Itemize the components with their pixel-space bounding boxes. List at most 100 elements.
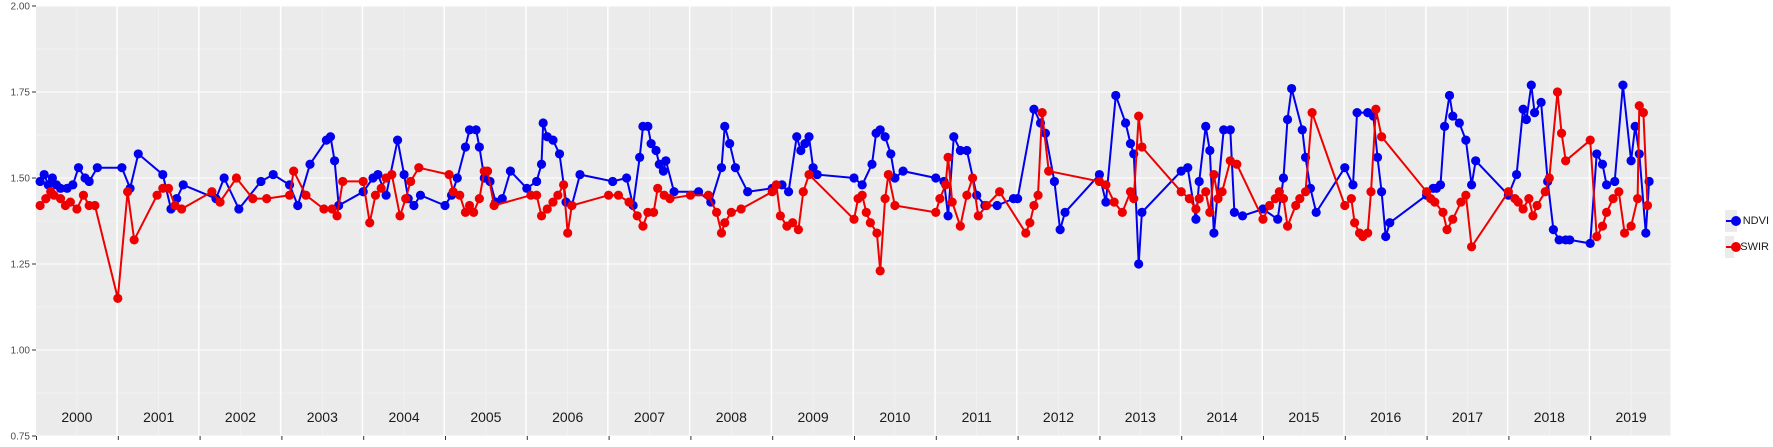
legend-label-ndvi: NDVI	[1742, 215, 1769, 227]
data-point-swir	[624, 197, 634, 207]
data-point-ndvi	[812, 169, 822, 180]
data-point-swir	[207, 187, 217, 197]
legend-line-ndvi	[1726, 220, 1736, 222]
data-point-ndvi	[1630, 121, 1640, 131]
data-point-ndvi	[464, 125, 475, 135]
data-point-swir	[1137, 142, 1147, 152]
data-point-ndvi	[1049, 176, 1060, 187]
data-point-swir	[890, 200, 900, 211]
data-point-ndvi	[1101, 197, 1111, 207]
data-point-ndvi	[621, 173, 632, 183]
facet-label: 2003	[307, 409, 338, 425]
data-point-swir	[1642, 200, 1653, 211]
data-point-swir	[460, 207, 471, 217]
data-point-swir	[401, 194, 411, 204]
facet-label: 2018	[1534, 409, 1565, 425]
data-point-swir	[358, 176, 368, 187]
data-point-swir	[563, 228, 573, 238]
data-point-swir	[548, 197, 558, 207]
data-point-ndvi	[471, 125, 481, 135]
data-point-ndvi	[800, 139, 810, 149]
data-point-swir	[55, 194, 66, 204]
data-point-ndvi	[651, 145, 661, 156]
data-point-swir	[553, 190, 563, 200]
data-point-ndvi	[1209, 228, 1219, 238]
data-point-swir	[536, 211, 547, 221]
data-point-ndvi	[743, 187, 753, 197]
legend-item-ndvi: NDVI	[1725, 208, 1769, 234]
data-point-ndvi	[538, 118, 548, 128]
data-point-ndvi	[409, 200, 419, 211]
data-point-swir	[788, 218, 798, 228]
data-point-swir	[771, 180, 781, 190]
data-point-ndvi	[1219, 125, 1229, 135]
data-point-ndvi	[1461, 135, 1471, 145]
data-point-swir	[653, 183, 663, 193]
data-point-swir	[78, 190, 89, 200]
data-point-ndvi	[1194, 176, 1204, 187]
data-point-swir	[1430, 197, 1440, 207]
data-point-ndvi	[1610, 176, 1620, 187]
data-point-swir	[1205, 207, 1215, 217]
data-point-swir	[995, 187, 1005, 197]
data-point-ndvi	[1237, 211, 1248, 221]
data-point-swir	[775, 211, 785, 221]
data-point-swir	[542, 204, 552, 214]
data-point-ndvi	[532, 176, 542, 187]
data-point-swir	[1634, 101, 1644, 111]
data-point-swir	[1371, 104, 1381, 114]
data-point-ndvi	[1191, 214, 1201, 224]
data-point-ndvi	[849, 173, 859, 183]
data-point-swir	[262, 194, 272, 204]
data-point-swir	[1101, 180, 1111, 190]
data-point-swir	[1117, 207, 1127, 217]
facet-label: 2010	[879, 409, 910, 425]
legend-line-swir	[1726, 246, 1734, 248]
legend-key-swir	[1725, 236, 1741, 258]
data-point-ndvi	[474, 142, 484, 152]
data-point-swir	[943, 152, 953, 162]
data-point-ndvi	[1444, 90, 1455, 101]
data-point-swir	[559, 180, 569, 190]
data-point-swir	[1270, 194, 1280, 204]
facet-label: 2007	[634, 409, 665, 425]
data-point-swir	[1340, 200, 1350, 211]
data-point-swir	[1503, 187, 1513, 197]
legend-dot-ndvi	[1731, 216, 1741, 226]
data-point-swir	[1556, 128, 1567, 138]
data-point-swir	[1184, 194, 1194, 204]
data-point-ndvi	[1597, 159, 1608, 169]
data-point-ndvi	[608, 176, 618, 187]
data-point-ndvi	[536, 159, 547, 169]
data-point-swir	[861, 207, 871, 217]
data-point-ndvi	[1060, 207, 1070, 217]
data-point-swir	[1350, 218, 1360, 228]
facet-label: 2016	[1370, 409, 1401, 425]
data-point-ndvi	[358, 187, 368, 197]
data-point-ndvi	[1466, 180, 1477, 190]
data-point-ndvi	[392, 135, 403, 145]
data-point-swir	[1194, 194, 1204, 204]
data-point-swir	[931, 207, 941, 217]
data-point-ndvi	[505, 166, 516, 176]
data-point-ndvi	[931, 173, 941, 183]
data-point-ndvi	[1311, 207, 1321, 217]
data-point-ndvi	[1013, 194, 1023, 204]
data-point-swir	[123, 187, 133, 197]
data-point-swir	[711, 207, 722, 217]
data-point-swir	[327, 204, 337, 214]
data-point-swir	[532, 190, 542, 200]
data-point-swir	[1037, 108, 1047, 118]
data-point-ndvi	[1548, 225, 1558, 235]
data-point-swir	[338, 176, 348, 187]
data-point-ndvi	[55, 183, 66, 193]
data-point-swir	[1532, 200, 1542, 211]
data-point-ndvi	[962, 145, 972, 156]
data-point-ndvi	[1372, 152, 1383, 162]
data-point-swir	[284, 190, 295, 200]
facet-label: 2001	[143, 409, 174, 425]
data-point-swir	[65, 197, 75, 207]
facet-label: 2009	[798, 409, 829, 425]
facet-label: 2002	[225, 409, 256, 425]
data-point-ndvi	[1471, 156, 1481, 166]
